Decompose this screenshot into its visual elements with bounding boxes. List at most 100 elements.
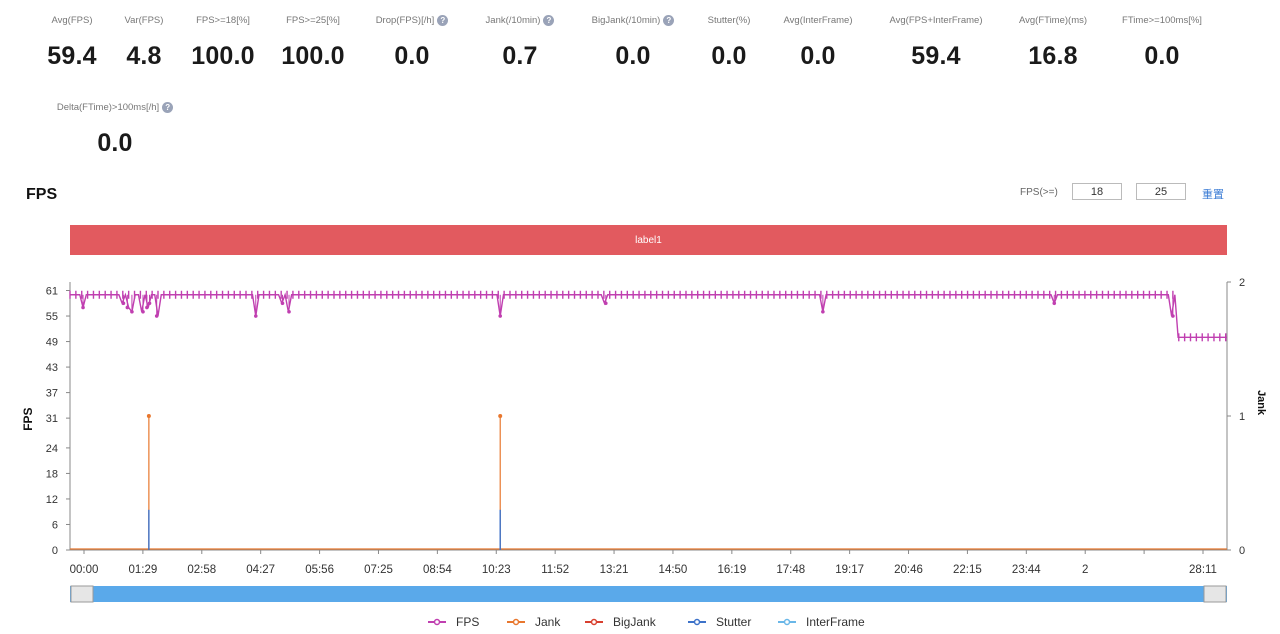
metric-3: FPS>=25[%] 100.0 [243, 14, 383, 71]
y-tick-label: 55 [46, 311, 58, 323]
slider-handle-right[interactable] [1203, 585, 1227, 603]
x-tick-label: 28:11 [1189, 564, 1217, 576]
help-icon[interactable]: ? [543, 14, 555, 26]
metric-value: 100.0 [191, 42, 255, 70]
metric-value: 0.0 [800, 42, 836, 70]
y-tick-label: 49 [46, 337, 58, 349]
metric-label: FTime>=100ms[%] [1092, 14, 1232, 26]
fps-dip-point [147, 301, 152, 306]
metric-5: Jank(/10min)? 0.7 [450, 14, 590, 71]
label-band[interactable]: label1 [70, 225, 1227, 255]
y2-axis-title: Jank [1255, 390, 1267, 416]
metric-label: BigJank(/10min)? [563, 14, 703, 26]
jank-point [498, 414, 503, 418]
metric-label: Avg(FPS+InterFrame) [866, 14, 1006, 26]
fps-dip-point [280, 301, 285, 306]
metric-label-text: Drop(FPS)[/h] [375, 14, 435, 26]
legend-marker [590, 618, 598, 626]
legend-label: InterFrame [806, 615, 865, 629]
metric-label: FPS>=25[%] [243, 14, 383, 26]
y-tick-label: 6 [52, 519, 58, 531]
fps-dip-point [1052, 301, 1057, 306]
x-tick-label: 17:48 [776, 564, 805, 576]
fps-dip-point [821, 309, 825, 314]
reset-button[interactable]: 重置 [1202, 189, 1224, 201]
legend-label: Stutter [716, 615, 751, 629]
fps-dip-point [145, 305, 149, 310]
metric-1: Var(FPS) 4.8 [74, 14, 214, 71]
x-tick-label: 00:00 [70, 564, 99, 576]
fps-dip-point [154, 314, 159, 318]
metric-label-text: BigJank(/10min) [591, 14, 661, 26]
metric-value: 59.4 [47, 42, 97, 70]
x-tick-label: 11:52 [541, 564, 569, 576]
metric-11: FTime>=100ms[%] 0.0 [1092, 14, 1232, 71]
metric-label: Avg(InterFrame) [748, 14, 888, 26]
fps-dip-point [130, 309, 134, 314]
metric-label: FPS>=18[%] [153, 14, 293, 26]
section-title: FPS [26, 186, 58, 203]
metric-label-text: Stutter(%) [707, 14, 751, 26]
metric-6: BigJank(/10min)? 0.0 [563, 14, 703, 71]
help-icon[interactable]: ? [437, 14, 449, 26]
metric-value: 0.0 [97, 129, 133, 157]
x-tick-label: 16:19 [717, 564, 746, 576]
y-axis-title: FPS [21, 407, 35, 430]
metric-label-text: Delta(FTime)>100ms[/h] [56, 101, 160, 113]
metric-value: 0.0 [1144, 42, 1180, 70]
x-tick-label: 04:27 [246, 564, 275, 576]
metric-value: 0.0 [711, 42, 747, 70]
y-tick-label: 0 [52, 545, 58, 557]
y-tick-label: 24 [46, 443, 58, 455]
help-icon[interactable]: ? [162, 101, 174, 113]
metric-label-text: Avg(FPS) [51, 14, 93, 26]
fps-dip-point [287, 309, 291, 314]
legend-item[interactable]: Jank [507, 615, 561, 629]
x-tick-label: 19:17 [835, 564, 864, 576]
y-tick-label: 31 [46, 413, 58, 425]
metric-label-text: Avg(FPS+InterFrame) [889, 14, 983, 26]
x-tick-label: 02:58 [187, 564, 216, 576]
legend-item[interactable]: FPS [428, 615, 479, 629]
metric-label: Stutter(%) [659, 14, 799, 26]
metric-8: Avg(InterFrame) 0.0 [748, 14, 888, 71]
metric-label-text: FTime>=100ms[%] [1122, 14, 1202, 26]
x-tick-label: 13:21 [600, 564, 629, 576]
fps-dip-point [81, 305, 85, 310]
time-slider-track [70, 586, 1227, 602]
metric-value: 0.0 [394, 42, 430, 70]
x-tick-label: 22:15 [953, 564, 982, 576]
metric-0: Avg(FPS) 59.4 [2, 14, 142, 71]
metric-label-text: Avg(FTime)(ms) [1018, 14, 1088, 26]
x-tick-label: 23:44 [1012, 564, 1041, 576]
slider-handle-left[interactable] [70, 585, 94, 603]
legend-label: FPS [456, 615, 479, 629]
fps-threshold-low-input[interactable] [1072, 183, 1122, 200]
x-tick-label: 08:54 [423, 564, 452, 576]
legend-marker [512, 618, 520, 626]
legend-marker [693, 618, 701, 626]
help-icon[interactable]: ? [663, 14, 675, 26]
y2-tick-label: 2 [1239, 277, 1245, 289]
metric-label: Avg(FPS) [2, 14, 142, 26]
metric-label: Jank(/10min)? [450, 14, 590, 26]
y-tick-label: 37 [46, 388, 58, 400]
fps-threshold-high-input[interactable] [1136, 183, 1186, 200]
fps-dip-point [141, 309, 145, 314]
metric-value: 100.0 [281, 42, 345, 70]
metric-label-text: FPS>=25[%] [286, 14, 340, 26]
y-tick-label: 12 [46, 494, 58, 506]
x-tick-label: 2 [1082, 564, 1088, 576]
legend-item[interactable]: BigJank [585, 615, 657, 629]
legend-item[interactable]: InterFrame [778, 615, 865, 629]
x-tick-label: 01:29 [129, 564, 158, 576]
x-tick-label: 14:50 [659, 564, 688, 576]
y-tick-label: 43 [46, 362, 58, 374]
legend-item[interactable]: Stutter [688, 615, 751, 629]
fps-dip-point [498, 314, 503, 318]
metric-2: FPS>=18[%] 100.0 [153, 14, 293, 71]
x-tick-label: 05:56 [305, 564, 334, 576]
x-tick-label: 07:25 [364, 564, 393, 576]
metric-label: Var(FPS) [74, 14, 214, 26]
